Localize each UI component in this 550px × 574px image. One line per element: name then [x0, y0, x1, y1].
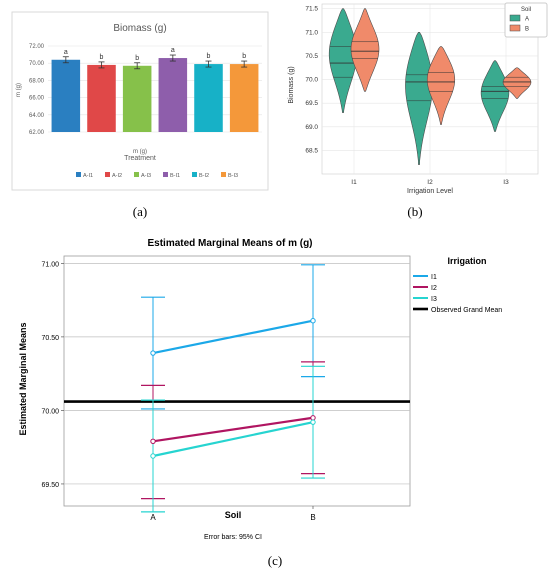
- panel-a: Biomass (g) m (g) Treatment m (g) 62.00 6…: [0, 0, 275, 222]
- y-tick-label: 71.00: [41, 261, 59, 268]
- violin-A-I3: [480, 60, 510, 132]
- gridlines: 62.00 64.00 66.00 68.00 70.00 72.00: [29, 44, 262, 136]
- mean-point-I3: [310, 419, 316, 425]
- legend-title: Irrigation: [447, 256, 486, 266]
- series-line-I3: [152, 421, 314, 458]
- violin-A-I2: [405, 32, 433, 165]
- y-tick-label: 62.00: [29, 130, 45, 136]
- x-tick-label: I3: [503, 179, 509, 186]
- legend: A-I1 A-I2 A-I3 B-I1 B-I2 B-I3: [76, 172, 238, 179]
- y-tick-label: 71.0: [305, 29, 318, 36]
- significance-letter: a: [64, 49, 68, 56]
- footnote: Error bars: 95% CI: [204, 534, 262, 541]
- bar-A-I3: [122, 65, 152, 132]
- legend-swatch: [134, 172, 139, 177]
- x-tick-label: I1: [351, 179, 357, 186]
- violin-B-I2: [426, 46, 456, 125]
- caption-b: (b): [407, 204, 422, 219]
- y-axis-label: Estimated Marginal Means: [18, 322, 28, 435]
- mean-point-I2: [150, 438, 156, 444]
- y-tick-label: 70.50: [41, 335, 59, 342]
- significance-letter: b: [100, 54, 104, 61]
- y-tick-label: 68.5: [305, 147, 318, 154]
- legend-label: B-I3: [228, 173, 238, 179]
- y-tick-label: 70.00: [29, 61, 45, 67]
- y-axis-label: Biomass (g): [288, 66, 295, 103]
- legend-label: I1: [431, 274, 437, 281]
- legend-label: A: [525, 17, 529, 23]
- legend-label: I3: [431, 296, 437, 303]
- mean-point-I3: [150, 453, 156, 459]
- y-tick-label: 71.5: [305, 6, 318, 13]
- violin-A-I1: [328, 8, 358, 113]
- significance-letter: b: [207, 53, 211, 60]
- legend-swatch: [192, 172, 197, 177]
- legend-label: A-I1: [83, 173, 93, 179]
- y-tick-label: 66.00: [29, 96, 45, 102]
- bar-B-I3: [229, 64, 259, 132]
- x-tick-label: B: [310, 513, 315, 522]
- x-tick-label: A: [150, 513, 156, 522]
- caption-a: (a): [133, 204, 147, 219]
- series-line-I1: [152, 319, 314, 355]
- legend-title: Soil: [521, 7, 531, 13]
- legend-label: B-I2: [199, 173, 209, 179]
- caption-c: (c): [268, 553, 282, 568]
- bar-A-I1: [51, 59, 81, 133]
- legend-swatch: [105, 172, 110, 177]
- legend-swatch: [163, 172, 168, 177]
- bar-chart: Biomass (g) m (g) Treatment m (g) 62.006…: [11, 11, 269, 219]
- chart-title: Estimated Marginal Means of m (g): [147, 238, 312, 249]
- y-tick-label: 70.5: [305, 53, 318, 60]
- legend: Soil AB: [504, 2, 548, 38]
- violin-B-I3: [502, 67, 532, 99]
- y-tick-label: 69.50: [41, 482, 59, 489]
- gridlines: 69.50 70.00 70.50 71.00 A B: [41, 255, 411, 522]
- plot-frame: [63, 255, 411, 507]
- y-tick-label: 69.0: [305, 124, 318, 131]
- y-tick-label: 70.00: [41, 408, 59, 415]
- significance-letter: b: [242, 53, 246, 60]
- violins: [328, 8, 532, 165]
- y-axis-label: m (g): [16, 83, 22, 97]
- series-line-I2: [152, 416, 314, 443]
- significance-letter: b: [135, 55, 139, 62]
- chart-title: Biomass (g): [113, 23, 166, 34]
- line-chart: Estimated Marginal Means of m (g) Estima…: [18, 238, 502, 568]
- violin-chart: Biomass (g) Irrigation Level 68.5 69.0 69.…: [288, 2, 548, 219]
- legend-swatch: [509, 14, 521, 22]
- legend-swatch: [509, 24, 521, 32]
- mean-point-I1: [310, 318, 316, 324]
- y-tick-label: 72.00: [29, 44, 45, 50]
- mean-point-I2: [310, 415, 316, 421]
- legend-label: A-I3: [141, 173, 151, 179]
- y-tick-label: 69.5: [305, 100, 318, 107]
- bar-B-I2: [194, 64, 223, 132]
- bars: a b b a b b: [51, 47, 259, 133]
- legend-label: A-I2: [112, 173, 122, 179]
- legend-swatch: [221, 172, 226, 177]
- mean-point-I1: [150, 350, 156, 356]
- legend: I1 I2 I3 Observed Grand Mean: [413, 274, 502, 314]
- x-axis-label: Soil: [225, 510, 242, 520]
- x-tick-label: I2: [427, 179, 433, 186]
- violin-B-I1: [350, 8, 380, 92]
- bar-A-I2: [87, 64, 116, 132]
- plot-area: [64, 264, 410, 513]
- legend-label: B: [525, 27, 529, 33]
- legend-label: I2: [431, 285, 437, 292]
- x-sublabel: m (g): [133, 149, 147, 155]
- legend-label: B-I1: [170, 173, 180, 179]
- panel-b: Biomass (g) Irrigation Level 68.5 69.0 69.…: [280, 0, 550, 222]
- y-tick-label: 68.00: [29, 78, 45, 84]
- significance-letter: a: [171, 47, 175, 54]
- bar-B-I1: [158, 58, 188, 132]
- y-tick-label: 64.00: [29, 113, 45, 119]
- legend-label: Observed Grand Mean: [431, 307, 502, 314]
- legend-swatch: [76, 172, 81, 177]
- panel-c: Estimated Marginal Means of m (g) Estima…: [0, 226, 550, 574]
- x-axis-label: Irrigation Level: [407, 188, 453, 195]
- x-axis-label: Treatment: [124, 155, 156, 162]
- y-tick-label: 70.0: [305, 77, 318, 84]
